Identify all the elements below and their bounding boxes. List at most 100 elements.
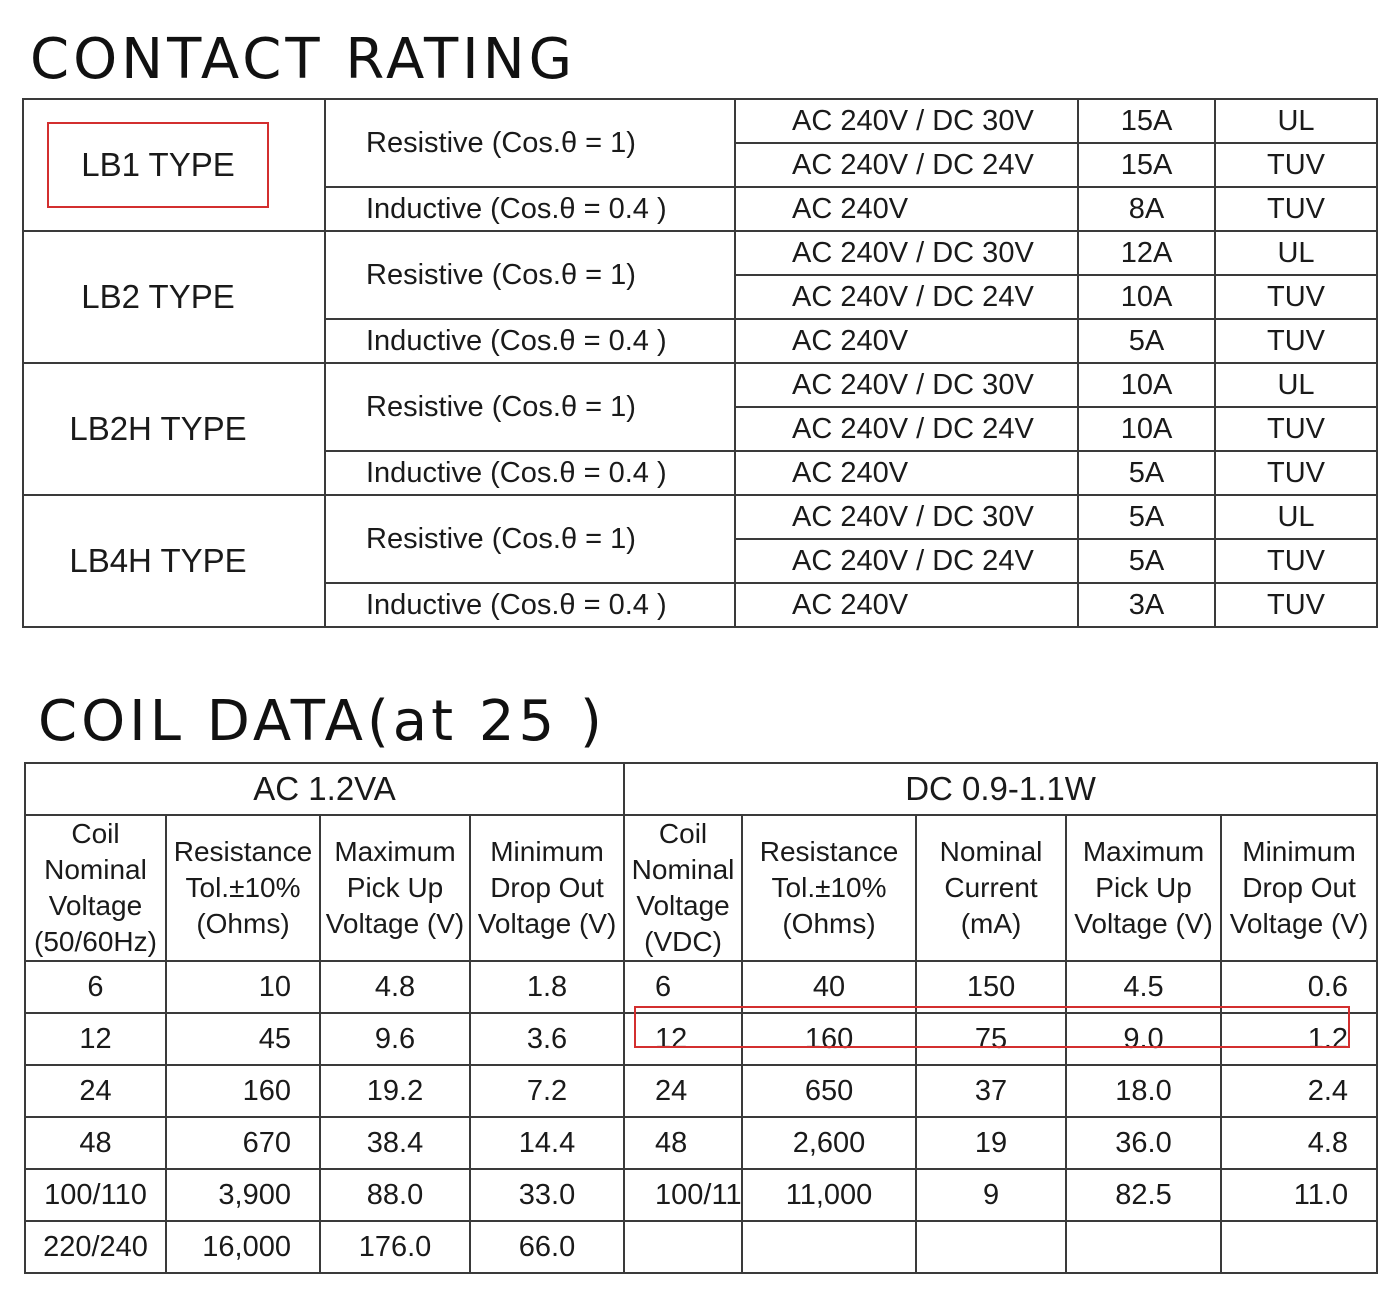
coil-row: 24 160 19.2 7.2 24 650 37 18.0 2.4 xyxy=(24,1064,1379,1118)
ac-column-header: Maximum Pick Up Voltage (V) xyxy=(319,814,471,962)
coil-row: 12 45 9.6 3.6 12 160 75 9.0 1.2 xyxy=(24,1012,1379,1066)
certification-cell: TUV xyxy=(1214,538,1378,584)
contact-row: AC 240V / DC 24V 10A TUV xyxy=(23,274,1378,320)
dc-coil-cell: 37 xyxy=(915,1064,1068,1118)
ac-coil-cell: 9.6 xyxy=(319,1012,471,1066)
certification-cell: UL xyxy=(1214,230,1378,276)
contact-row: LB1 TYPE Resistive (Cos.θ = 1) AC 240V / D… xyxy=(22,98,1378,232)
voltage-cell: AC 240V / DC 30V xyxy=(734,494,1079,540)
ac-coil-cell: 48 xyxy=(24,1116,167,1170)
contact-row: LB4H TYPE Resistive (Cos.θ = 1) AC 240V / … xyxy=(22,494,1378,628)
current-cell: 15A xyxy=(1077,142,1216,188)
voltage-cell: AC 240V / DC 24V xyxy=(734,538,1079,584)
ac-coil-cell: 1.8 xyxy=(468,960,626,1014)
ac-column-header: Resistance Tol.±10% (Ohms) xyxy=(165,814,321,962)
dc-coil-cell xyxy=(1065,1220,1223,1274)
relay-type-label: LB2 TYPE xyxy=(81,278,235,315)
certification-cell: TUV xyxy=(1214,186,1378,232)
dc-coil-cell: 2.4 xyxy=(1220,1064,1379,1118)
voltage-cell: AC 240V / DC 30V xyxy=(734,98,1079,144)
resistive-load-label: Resistive (Cos.θ = 1) xyxy=(324,98,736,188)
dc-coil-cell: 11,000 xyxy=(741,1168,918,1222)
certification-cell: UL xyxy=(1214,494,1378,540)
voltage-cell: AC 240V / DC 24V xyxy=(734,406,1079,452)
dc-coil-cell: 9 xyxy=(915,1168,1068,1222)
dc-coil-cell: 4.8 xyxy=(1220,1116,1379,1170)
dc-coil-cell: 100/110 xyxy=(623,1168,744,1222)
voltage-cell: AC 240V / DC 24V xyxy=(734,274,1079,320)
voltage-cell: AC 240V xyxy=(734,450,1079,496)
inductive-load-label: Inductive (Cos.θ = 0.4 ) xyxy=(324,318,736,364)
coil-row: 48 670 38.4 14.4 48 2,600 19 36.0 4.8 xyxy=(24,1116,1379,1170)
dc-coil-cell: 0.6 xyxy=(1220,960,1379,1014)
ac-coil-cell: 7.2 xyxy=(468,1064,626,1118)
ac-coil-cell: 14.4 xyxy=(468,1116,626,1170)
relay-type-cell: LB2H TYPE xyxy=(22,362,326,496)
ac-coil-cell: 88.0 xyxy=(319,1168,471,1222)
contact-rating-table: LB1 TYPE Resistive (Cos.θ = 1) AC 240V / D… xyxy=(22,98,1378,628)
dc-coil-cell: 48 xyxy=(623,1116,744,1170)
ac-coil-cell: 670 xyxy=(165,1116,321,1170)
contact-rating-title: CONTACT RATING xyxy=(30,27,576,92)
voltage-cell: AC 240V / DC 30V xyxy=(734,230,1079,276)
dc-coil-cell: 40 xyxy=(741,960,918,1014)
dc-coil-cell: 160 xyxy=(741,1012,918,1066)
certification-cell: TUV xyxy=(1214,318,1378,364)
ac-coil-cell: 45 xyxy=(165,1012,321,1066)
ac-coil-cell: 19.2 xyxy=(319,1064,471,1118)
coil-row: 100/1103,90088.033.0100/11011,000982.511… xyxy=(24,1168,1379,1222)
dc-coil-cell xyxy=(915,1220,1068,1274)
ac-coil-cell: 3,900 xyxy=(165,1168,321,1222)
dc-group-header: DC 0.9-1.1W xyxy=(623,762,1379,816)
coil-data-title: COIL DATA(at 25 ) xyxy=(38,689,606,754)
ac-coil-cell: 3.6 xyxy=(468,1012,626,1066)
ac-column-header: Minimum Drop Out Voltage (V) xyxy=(468,814,626,962)
dc-column-header: Coil Nominal Voltage (VDC) xyxy=(623,814,744,962)
dc-coil-cell: 24 xyxy=(623,1064,744,1118)
dc-column-header: Nominal Current (mA) xyxy=(915,814,1068,962)
resistive-load-label: Resistive (Cos.θ = 1) xyxy=(324,230,736,320)
ac-coil-cell: 24 xyxy=(24,1064,167,1118)
contact-row: AC 240V / DC 24V 15A TUV xyxy=(23,142,1378,188)
ac-coil-cell: 12 xyxy=(24,1012,167,1066)
dc-coil-cell: 6 xyxy=(623,960,744,1014)
current-cell: 5A xyxy=(1077,450,1216,496)
current-cell: 3A xyxy=(1077,582,1216,628)
relay-type-cell: LB1 TYPE xyxy=(22,98,326,232)
certification-cell: TUV xyxy=(1214,406,1378,452)
dc-coil-cell xyxy=(1220,1220,1379,1274)
relay-type-label: LB4H TYPE xyxy=(69,542,247,579)
contact-row: Inductive (Cos.θ = 0.4 ) AC 240V 5A TUV xyxy=(23,318,1378,364)
certification-cell: TUV xyxy=(1214,274,1378,320)
current-cell: 5A xyxy=(1077,318,1216,364)
ac-coil-cell: 10 xyxy=(165,960,321,1014)
coil-row: 220/240 16,000 176.0 66.0 xyxy=(24,1220,1379,1274)
dc-coil-cell: 4.5 xyxy=(1065,960,1223,1014)
contact-row: Inductive (Cos.θ = 0.4 ) AC 240V 8A TUV xyxy=(23,186,1378,232)
resistive-load-label: Resistive (Cos.θ = 1) xyxy=(324,494,736,584)
ac-coil-cell: 220/240 xyxy=(24,1220,167,1274)
relay-type-cell: LB4H TYPE xyxy=(22,494,326,628)
inductive-load-label: Inductive (Cos.θ = 0.4 ) xyxy=(324,186,736,232)
inductive-load-label: Inductive (Cos.θ = 0.4 ) xyxy=(324,582,736,628)
voltage-cell: AC 240V / DC 30V xyxy=(734,362,1079,408)
dc-column-header: Resistance Tol.±10% (Ohms) xyxy=(741,814,918,962)
ac-coil-cell: 4.8 xyxy=(319,960,471,1014)
voltage-cell: AC 240V / DC 24V xyxy=(734,142,1079,188)
voltage-cell: AC 240V xyxy=(734,318,1079,364)
certification-cell: TUV xyxy=(1214,142,1378,188)
certification-cell: TUV xyxy=(1214,582,1378,628)
contact-row: Inductive (Cos.θ = 0.4 ) AC 240V 3A TUV xyxy=(23,582,1378,628)
dc-coil-cell: 11.0 xyxy=(1220,1168,1379,1222)
ac-coil-cell: 100/110 xyxy=(24,1168,167,1222)
current-cell: 8A xyxy=(1077,186,1216,232)
ac-coil-cell: 33.0 xyxy=(468,1168,626,1222)
resistive-load-label: Resistive (Cos.θ = 1) xyxy=(324,362,736,452)
dc-coil-cell: 82.5 xyxy=(1065,1168,1223,1222)
dc-coil-cell: 75 xyxy=(915,1012,1068,1066)
current-cell: 15A xyxy=(1077,98,1216,144)
current-cell: 10A xyxy=(1077,406,1216,452)
current-cell: 5A xyxy=(1077,538,1216,584)
contact-row: Inductive (Cos.θ = 0.4 ) AC 240V 5A TUV xyxy=(23,450,1378,496)
inductive-load-label: Inductive (Cos.θ = 0.4 ) xyxy=(324,450,736,496)
